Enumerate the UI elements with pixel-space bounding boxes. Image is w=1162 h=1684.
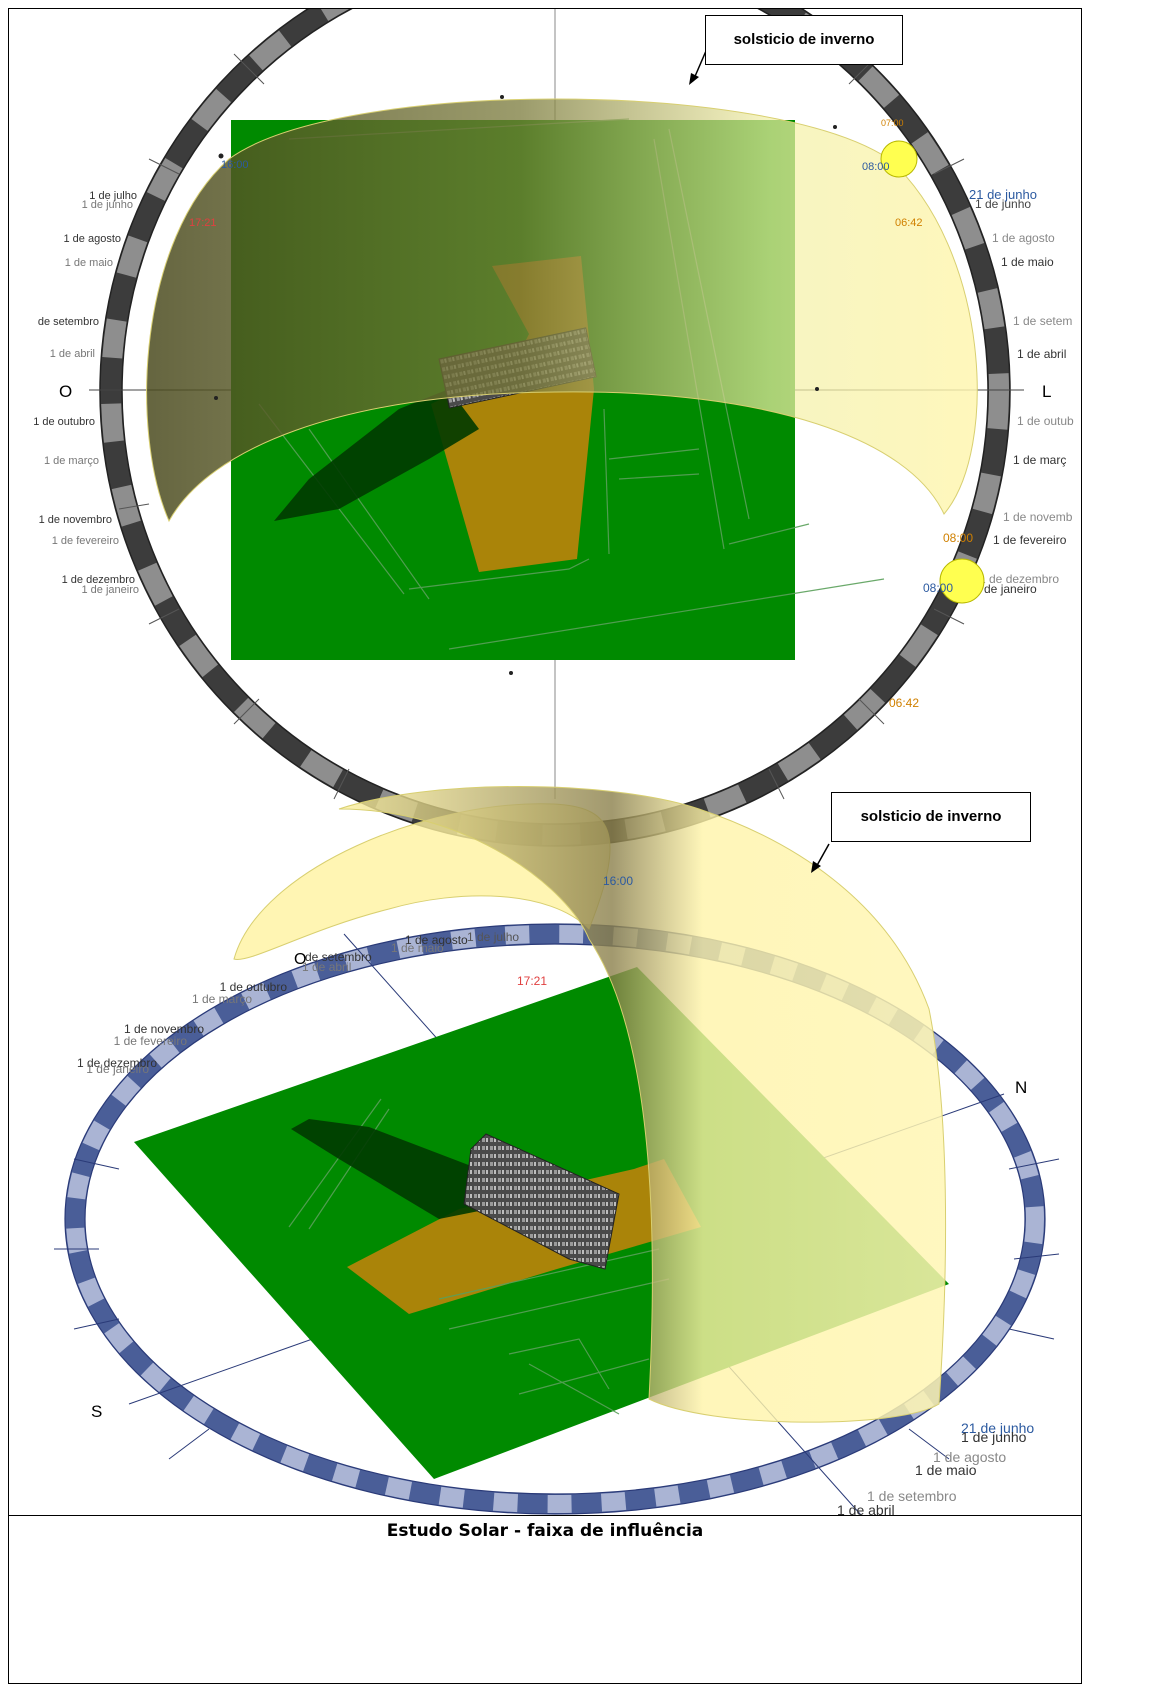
- bottom-direction-west: O: [294, 951, 306, 968]
- top-right-date: 1 de maio: [1001, 255, 1054, 269]
- top-right-date: 1 de junho: [975, 197, 1031, 211]
- bottom-right-date: 1 de abril: [837, 1502, 895, 1518]
- bottom-right-date: 1 de maio: [915, 1462, 977, 1478]
- bottom-time-0800-a: 08:00: [943, 531, 973, 545]
- top-left-date: 1 de julho: [89, 190, 137, 202]
- top-left-date: 1 de março: [44, 455, 99, 467]
- bottom-left-date: 1 de março: [192, 992, 252, 1006]
- top-left-date: 1 de maio: [65, 257, 113, 269]
- bottom-time-0642: 06:42: [889, 696, 919, 710]
- bottom-left-date: 1 de fevereiro: [114, 1034, 188, 1048]
- bottom-perspective-view: de setembro 1 de abril 1 de agosto 1 de …: [54, 531, 1060, 1525]
- bottom-callout-text: solsticio de inverno: [860, 808, 1002, 825]
- bottom-left-date: 1 de janeiro: [86, 1062, 149, 1076]
- top-right-date: 1 de setem: [1013, 314, 1072, 328]
- bottom-building-shadow: [291, 1119, 489, 1219]
- top-callout-text: solsticio de inverno: [733, 31, 875, 48]
- top-right-date: 1 de outub: [1017, 414, 1074, 428]
- top-left-date: 1 de outubro: [33, 416, 95, 428]
- top-right-date: 1 de agosto: [992, 231, 1055, 245]
- bottom-left-date: 1 de dezembro: [77, 1056, 157, 1070]
- top-time-1721: 17:21: [189, 217, 217, 229]
- bottom-building: [463, 1133, 620, 1270]
- top-time-sun: 07:00: [881, 118, 904, 128]
- top-left-date: de setembro: [38, 316, 99, 328]
- bottom-direction-north: N: [1015, 1078, 1027, 1097]
- top-left-date: 1 de abril: [50, 348, 95, 360]
- top-direction-east: L: [1042, 382, 1051, 401]
- top-sun-icon: [880, 140, 918, 178]
- bottom-left-date: 1 de outubro: [220, 980, 288, 994]
- top-left-date: 1 de fevereiro: [52, 535, 119, 547]
- top-right-date: 1 de novemb: [1003, 510, 1073, 524]
- top-time-0800: 08:00: [862, 161, 890, 173]
- top-direction-west: O: [59, 382, 72, 401]
- figure-caption: Estudo Solar - faixa de influência: [386, 1521, 704, 1541]
- bottom-right-date: 1 de setembro: [867, 1488, 957, 1504]
- bottom-left-date: 1 de maio: [391, 941, 444, 955]
- top-left-date: 1 de janeiro: [82, 584, 140, 596]
- top-time-0642: 06:42: [895, 217, 923, 229]
- bottom-direction-south: S: [91, 1402, 102, 1421]
- bottom-right-date: 1 de junho: [961, 1429, 1027, 1445]
- caption-blank-row: [8, 1546, 1082, 1684]
- top-right-date: 21 de junho: [969, 187, 1037, 202]
- top-plan-view: 1 de julho 1 de junho 1 de agosto 1 de m…: [33, 9, 1074, 847]
- top-right-date: 1 de dezembro: [979, 572, 1059, 586]
- top-left-date: 1 de dezembro: [62, 574, 135, 586]
- bottom-left-date: 1 de agosto: [405, 933, 468, 947]
- bottom-sun-dome-arc: [338, 786, 947, 1423]
- top-right-date: 1 de fevereiro: [993, 533, 1067, 547]
- top-winter-solstice-callout: solsticio de inverno: [705, 15, 903, 65]
- drawing-frame: 1 de julho 1 de junho 1 de agosto 1 de m…: [8, 8, 1082, 1684]
- caption-row: Estudo Solar - faixa de influência: [8, 1515, 1082, 1547]
- bottom-left-date: 1 de julho: [467, 930, 519, 944]
- top-left-date: 1 de agosto: [64, 233, 122, 245]
- top-sun-dome: [146, 98, 978, 523]
- bottom-time-1600: 16:00: [603, 874, 633, 888]
- solar-study-diagram: 1 de julho 1 de junho 1 de agosto 1 de m…: [33, 9, 1074, 1525]
- bottom-time-0800-b: 08:00: [923, 581, 953, 595]
- top-left-date: 1 de novembro: [39, 514, 112, 526]
- top-right-date: 1 de janeiro: [974, 582, 1037, 596]
- top-right-date: 1 de abril: [1017, 347, 1066, 361]
- bottom-time-1721: 17:21: [517, 974, 547, 988]
- top-building-shadow: [274, 389, 479, 521]
- bottom-left-date: 1 de novembro: [124, 1022, 204, 1036]
- bottom-right-date: 21 de junho: [961, 1420, 1034, 1436]
- bottom-winter-solstice-callout: solsticio de inverno: [831, 792, 1031, 842]
- bottom-right-date: 1 de agosto: [933, 1449, 1006, 1465]
- top-right-date: 1 de març: [1013, 453, 1066, 467]
- bottom-sun-icon: [939, 558, 985, 604]
- bottom-left-date: de setembro: [305, 950, 372, 964]
- bottom-left-date: 1 de abril: [302, 960, 351, 974]
- top-left-date: 1 de junho: [82, 199, 133, 211]
- top-time-1600: 16:00: [221, 159, 249, 171]
